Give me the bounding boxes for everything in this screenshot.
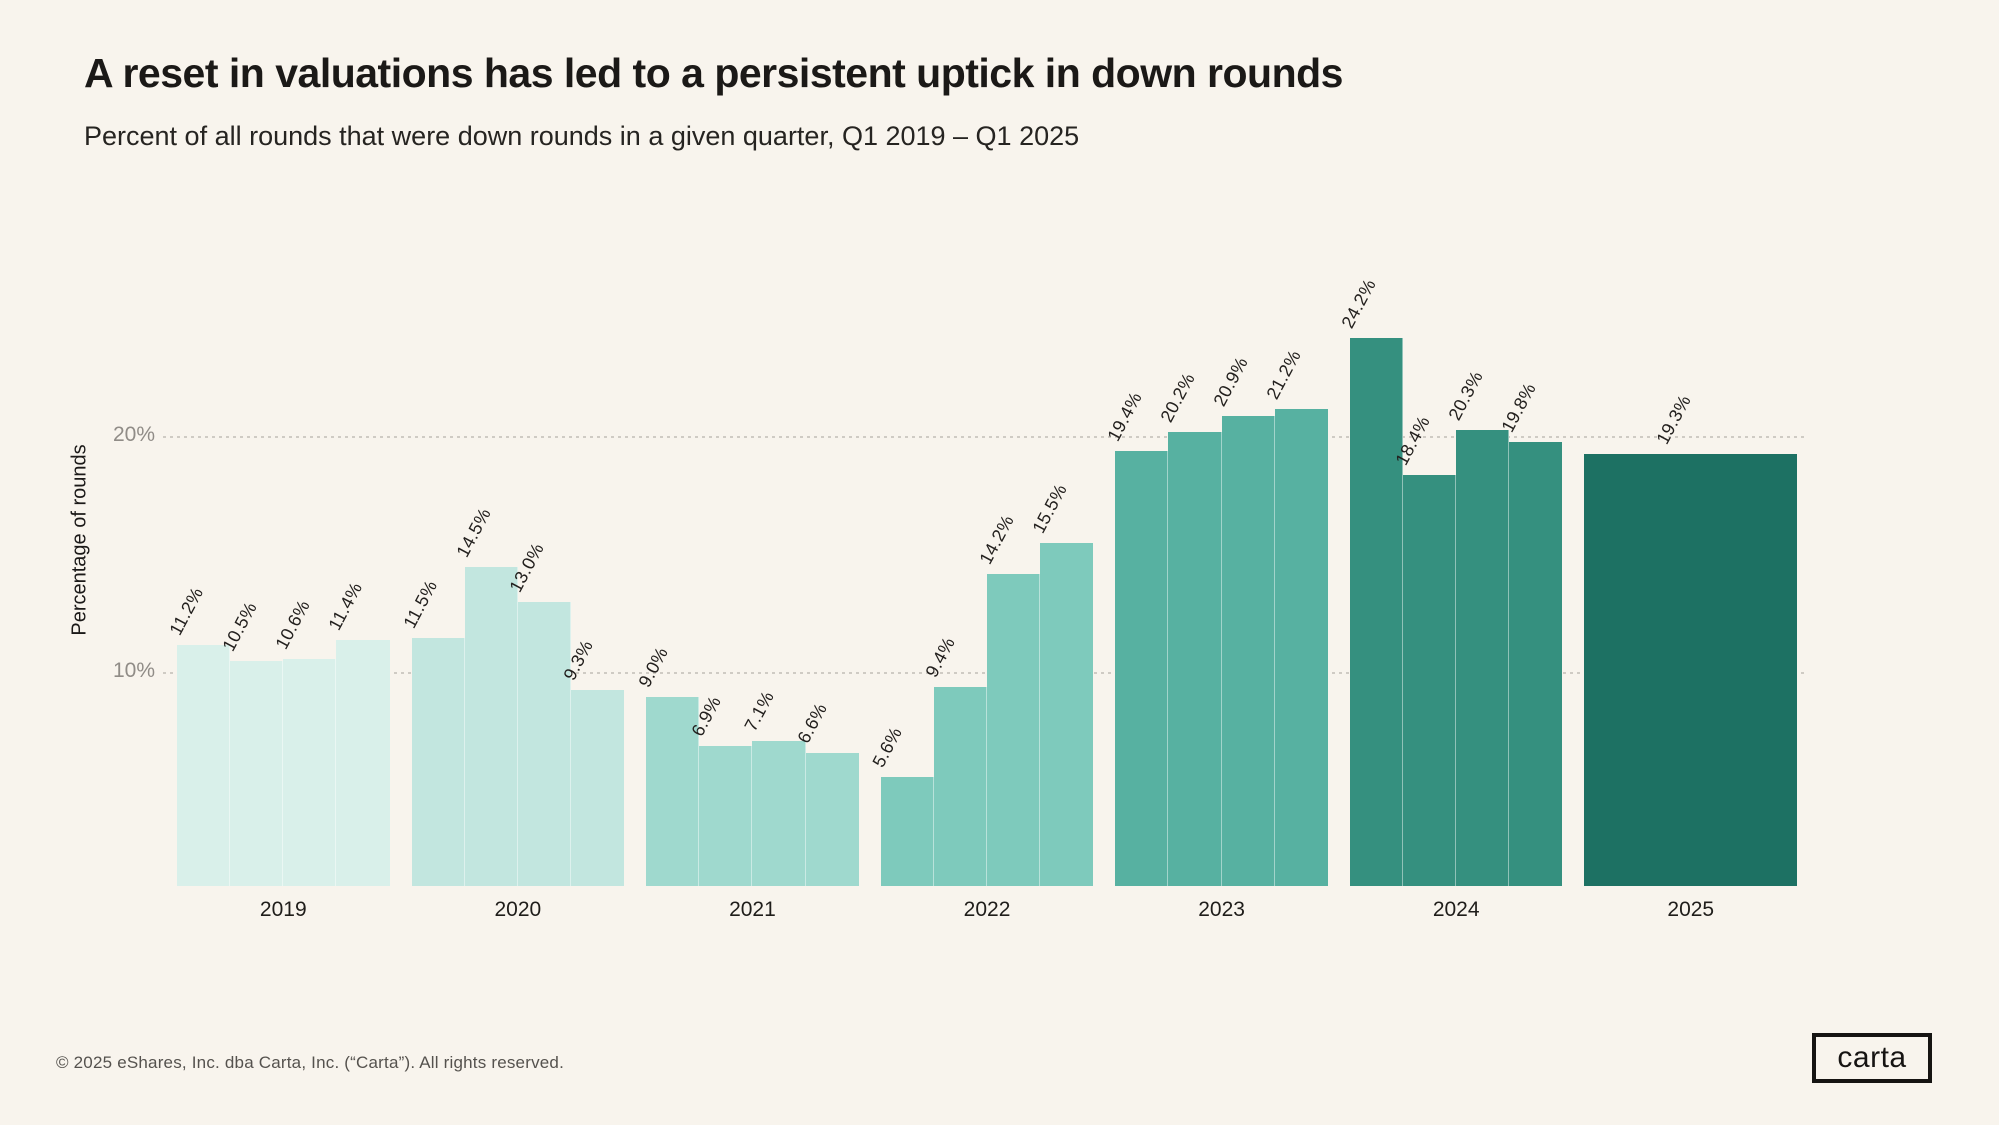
- x-axis-year-label: 2025: [1667, 898, 1715, 921]
- bars-row: 11.2% 10.5% 10.6% 11.4% 2019 11.5% 14.5% 13.0% 9…: [165, 276, 1798, 921]
- carta-logo-text: carta: [1837, 1041, 1907, 1074]
- year-group-2023: 19.4% 20.2% 20.9% 21.2% 2023: [1103, 326, 1328, 921]
- bar-2019-q3: 10.6%: [271, 597, 337, 886]
- year-group-2021: 9.0% 6.9% 7.1% 6.6% 2021: [634, 326, 859, 921]
- bar-2022-q4: 15.5%: [1028, 481, 1094, 886]
- x-axis-year-label: 2020: [494, 898, 542, 921]
- chart-title: A reset in valuations has led to a persi…: [84, 50, 1343, 96]
- gridline-10%: [163, 672, 1806, 674]
- bar-2021-q4: 6.6%: [794, 700, 859, 886]
- year-group-2025: 19.3% 2025: [1584, 326, 1798, 921]
- bar-value-label: 10.6%: [271, 596, 314, 653]
- bar-2023-q1: 19.4%: [1103, 389, 1169, 886]
- bar-value-label: 9.4%: [921, 633, 960, 681]
- bar-value-label: 11.5%: [399, 576, 442, 632]
- x-axis-year-label: 2023: [1198, 898, 1245, 921]
- bar-2021-q3: 7.1%: [740, 688, 806, 886]
- chart-subtitle: Percent of all rounds that were down rou…: [84, 121, 1080, 151]
- year-group-2020: 11.5% 14.5% 13.0% 9.3% 2020: [400, 326, 625, 921]
- bar-2019-q4: 11.4%: [324, 579, 390, 886]
- bar-value-label: 20.3%: [1444, 367, 1487, 424]
- bar-2020-q1: 11.5%: [400, 577, 465, 886]
- bar-2021-q2: 6.9%: [687, 693, 753, 886]
- x-axis-year-label: 2021: [729, 898, 776, 921]
- bar-value-label: 19.8%: [1497, 379, 1540, 436]
- bar-2022-q1: 5.6%: [869, 724, 934, 886]
- bar-value-label: 20.2%: [1156, 369, 1199, 426]
- copyright-text: © 2025 eShares, Inc. dba Carta, Inc. (“C…: [56, 1053, 565, 1072]
- bar-value-label: 21.2%: [1262, 346, 1306, 403]
- bar-2025-q1: 19.3%: [1584, 392, 1798, 886]
- y-tick-label: 20%: [112, 423, 155, 446]
- year-group-2022: 5.6% 9.4% 14.2% 15.5% 2022: [869, 326, 1094, 921]
- bar-value-label: 5.6%: [868, 723, 907, 771]
- bar-value-label: 10.5%: [218, 598, 261, 655]
- bar-value-label: 7.1%: [740, 687, 778, 735]
- bar-2022-q3: 14.2%: [975, 512, 1041, 886]
- bar-2020-q2: 14.5%: [453, 505, 518, 886]
- bar-2023-q4: 21.2%: [1263, 347, 1328, 886]
- year-group-2019: 11.2% 10.5% 10.6% 11.4% 2019: [165, 326, 390, 921]
- year-group-2024: 24.2% 18.4% 20.3% 19.8% 2024: [1338, 276, 1563, 921]
- bar-value-label: 6.6%: [793, 699, 832, 747]
- bar-value-label: 19.4%: [1103, 388, 1146, 445]
- bar-2024-q3: 20.3%: [1444, 368, 1510, 886]
- bar-2023-q3: 20.9%: [1210, 354, 1275, 886]
- bar-2019-q1: 11.2%: [165, 584, 231, 886]
- y-tick-label: 10%: [112, 659, 155, 682]
- bar-value-label: 9.0%: [634, 643, 672, 691]
- bar-2024-q2: 18.4%: [1391, 413, 1457, 886]
- bar-2024-q4: 19.8%: [1497, 380, 1563, 886]
- bar-2019-q2: 10.5%: [218, 599, 284, 886]
- bar-2022-q2: 9.4%: [922, 634, 988, 886]
- bar-value-label: 11.4%: [324, 578, 367, 634]
- bar-2020-q3: 13.0%: [506, 540, 571, 886]
- bar-value-label: 20.9%: [1209, 353, 1252, 410]
- bar-2024-q1: 24.2%: [1338, 276, 1404, 886]
- x-axis-year-label: 2022: [963, 898, 1011, 921]
- bar-2020-q4: 9.3%: [559, 637, 625, 886]
- x-axis-year-label: 2019: [259, 898, 307, 921]
- bar-2021-q1: 9.0%: [634, 644, 700, 886]
- bar-value-label: 14.2%: [975, 511, 1018, 568]
- bar-2023-q2: 20.2%: [1156, 370, 1222, 886]
- bar-value-label: 15.5%: [1028, 480, 1071, 537]
- bar-value-label: 14.5%: [452, 504, 496, 561]
- x-axis-year-label: 2024: [1432, 898, 1480, 921]
- carta-logo: carta: [1812, 1033, 1932, 1083]
- bar-value-label: 19.3%: [1652, 391, 1695, 448]
- gridline-20%: [163, 436, 1806, 438]
